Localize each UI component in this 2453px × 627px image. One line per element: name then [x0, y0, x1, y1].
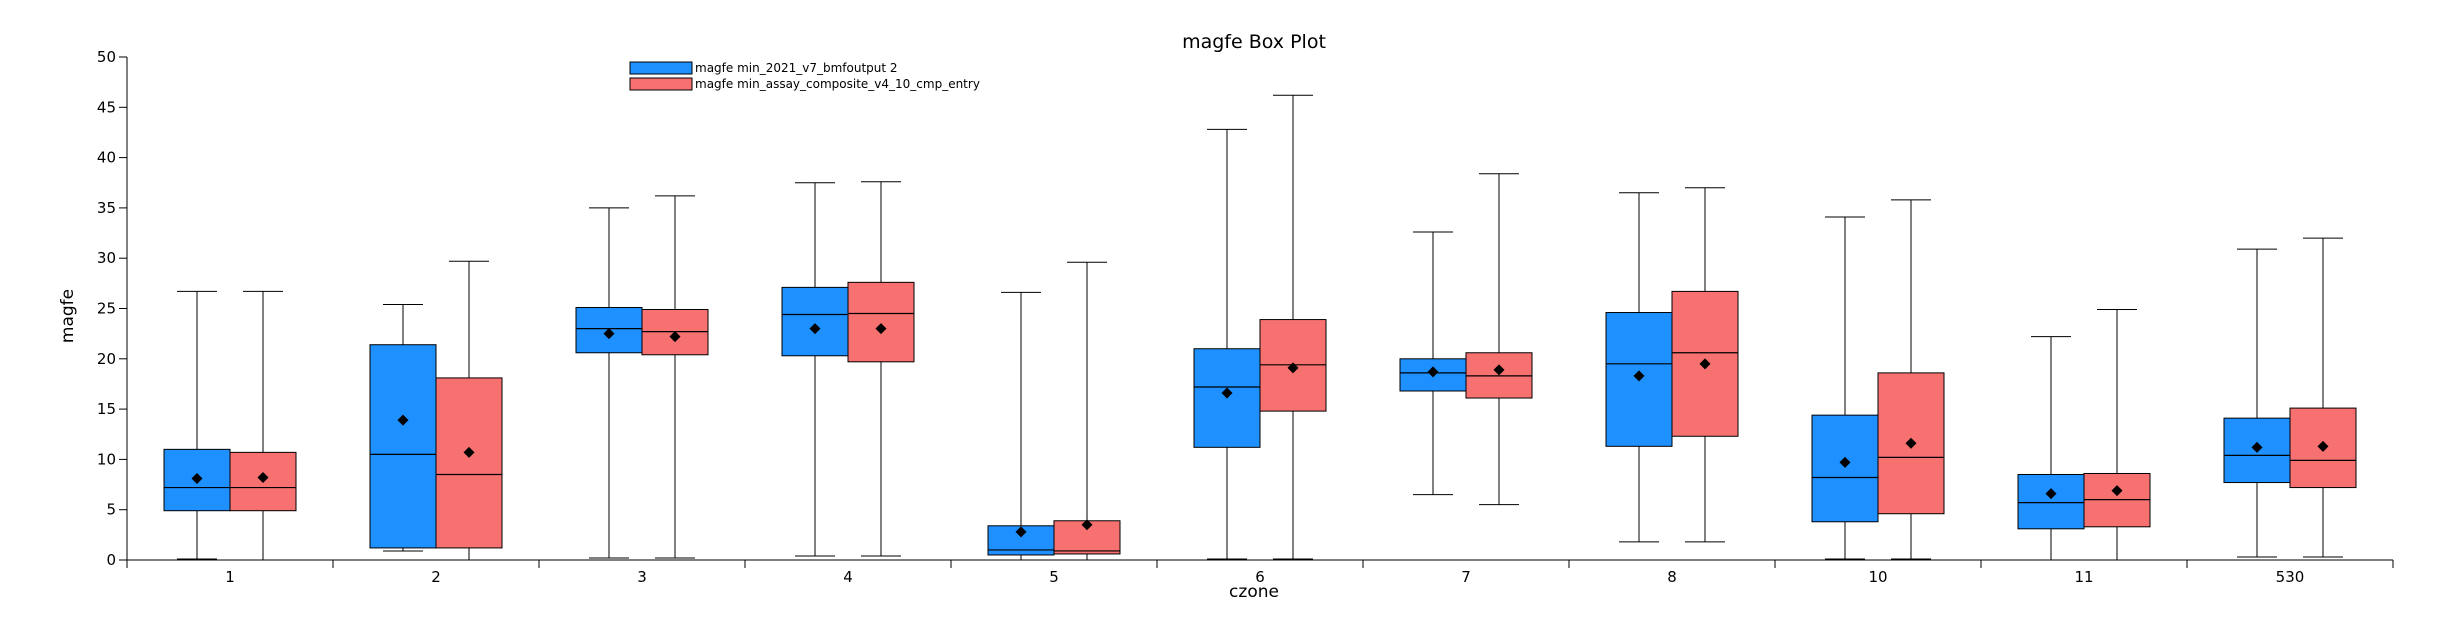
y-tick-label: 10	[97, 450, 116, 468]
mean-marker	[463, 446, 475, 458]
x-tick-label: 5	[1049, 568, 1059, 586]
box-530-series-2	[2289, 237, 2357, 558]
x-tick-label: 1	[225, 568, 235, 586]
box-3-series-1	[575, 207, 643, 559]
mean-marker	[1287, 362, 1299, 374]
x-tick-label: 2	[431, 568, 441, 586]
x-tick-label: 530	[2276, 568, 2305, 586]
mean-marker	[1427, 366, 1439, 378]
y-tick-label: 30	[97, 249, 116, 267]
x-tick-label: 3	[637, 568, 647, 586]
x-tick-label: 11	[2074, 568, 2093, 586]
mean-marker	[397, 414, 409, 426]
mean-marker	[603, 328, 615, 340]
x-tick-label: 8	[1667, 568, 1677, 586]
box-6-series-2	[1259, 94, 1327, 560]
box-6-series-1	[1193, 128, 1261, 560]
mean-marker	[875, 323, 887, 335]
y-tick-label: 25	[97, 300, 116, 318]
mean-marker	[2045, 488, 2057, 500]
y-tick-label: 15	[97, 400, 116, 418]
box-11-series-2	[2083, 309, 2151, 561]
x-tick-label: 7	[1461, 568, 1471, 586]
box-7-series-2	[1465, 173, 1533, 506]
y-tick-label: 45	[97, 98, 116, 116]
legend-swatch-series-1	[629, 61, 693, 75]
mean-marker	[1081, 519, 1093, 531]
iqr-box	[1399, 358, 1467, 392]
mean-marker	[2317, 440, 2329, 452]
box-8-series-1	[1605, 192, 1673, 543]
legend-label-series-2: magfe min_assay_composite_v4_10_cmp_entr…	[695, 77, 980, 91]
box-5-series-1	[987, 291, 1055, 561]
iqr-box	[369, 344, 437, 549]
iqr-box	[1811, 414, 1879, 523]
x-axis-title: czone	[1229, 582, 1279, 602]
x-tick-label: 4	[843, 568, 853, 586]
mean-marker	[2111, 485, 2123, 497]
x-tick-label: 6	[1255, 568, 1265, 586]
mean-marker	[1015, 526, 1027, 538]
y-axis-title: magfe	[58, 289, 78, 343]
box-8-series-2	[1671, 187, 1739, 543]
iqr-box	[847, 281, 915, 363]
box-7-series-1	[1399, 231, 1467, 496]
mean-marker	[809, 323, 821, 335]
box-2-series-2	[435, 260, 503, 561]
mean-marker	[1839, 456, 1851, 468]
box-5-series-2	[1053, 261, 1121, 561]
mean-marker	[1633, 370, 1645, 382]
mean-marker	[191, 473, 203, 485]
y-tick-label: 50	[97, 48, 116, 66]
box-2-series-1	[369, 303, 437, 552]
mean-marker	[1221, 387, 1233, 399]
mean-marker	[1493, 364, 1505, 376]
box-10-series-2	[1877, 199, 1945, 560]
iqr-box	[781, 286, 849, 357]
mean-marker	[1699, 358, 1711, 370]
box-4-series-1	[781, 182, 849, 557]
legend: magfe min_2021_v7_bmfoutput 2 magfe min_…	[629, 61, 980, 91]
box-10-series-1	[1811, 216, 1879, 560]
mean-marker	[669, 331, 681, 343]
box-4-series-2	[847, 181, 915, 557]
legend-swatch-series-2	[629, 77, 693, 91]
mean-marker	[257, 472, 269, 484]
iqr-box	[2017, 473, 2085, 530]
y-tick-label: 35	[97, 199, 116, 217]
legend-label-series-1: magfe min_2021_v7_bmfoutput 2	[695, 61, 898, 75]
y-tick-label: 40	[97, 149, 116, 167]
box-530-series-1	[2223, 248, 2291, 558]
y-tick-label: 20	[97, 350, 116, 368]
y-tick-label: 5	[106, 501, 116, 519]
x-tick-label: 10	[1868, 568, 1887, 586]
iqr-box	[435, 377, 503, 549]
boxes	[163, 94, 2357, 561]
box-3-series-2	[641, 195, 709, 559]
mean-marker	[1905, 437, 1917, 449]
box-1-series-1	[163, 290, 231, 560]
mean-marker	[2251, 441, 2263, 453]
box-1-series-2	[229, 290, 297, 561]
y-tick-label: 0	[106, 551, 116, 569]
chart-title: magfe Box Plot	[1182, 31, 1326, 53]
box-11-series-1	[2017, 336, 2085, 561]
